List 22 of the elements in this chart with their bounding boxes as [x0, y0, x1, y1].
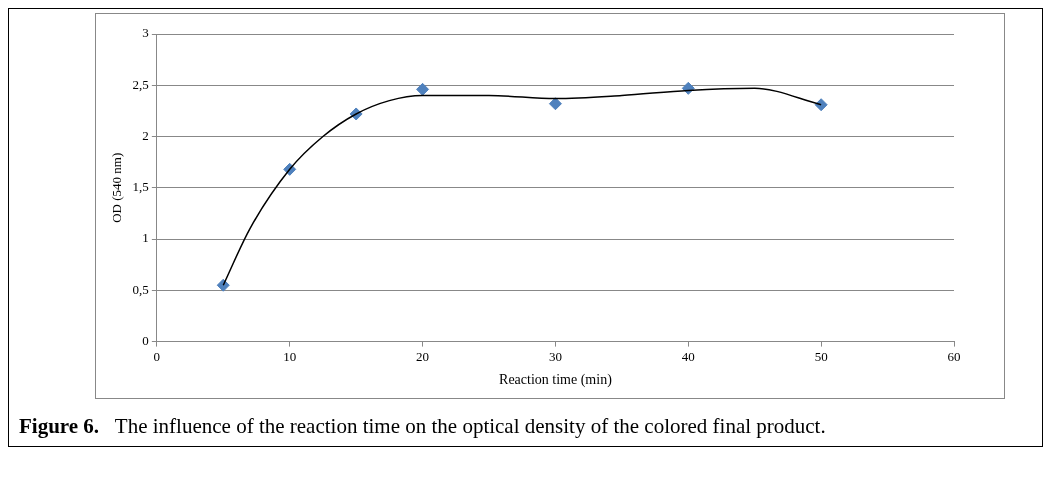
- y-tick-label: 2,5: [132, 76, 149, 92]
- x-tick-label: 10: [283, 348, 297, 364]
- point: [548, 97, 562, 111]
- text: The influence of the reaction time on the optical density of the colored final product.: [114, 414, 826, 438]
- y-tick-label: 1,5: [132, 179, 149, 195]
- y-tick-label: 0: [142, 333, 149, 349]
- x-tick-label: 20: [416, 348, 430, 364]
- point: [814, 98, 828, 112]
- point: [216, 278, 230, 292]
- y-tick-label: 1: [142, 230, 149, 246]
- x-tick-label: 30: [548, 348, 562, 364]
- y-tick-label: 0,5: [132, 281, 149, 297]
- x-tick-label: 60: [947, 348, 961, 364]
- x-tick-label: 50: [814, 348, 828, 364]
- x-axis-title: Reaction time (min): [499, 372, 613, 389]
- caption: Figure 6.: [19, 414, 101, 438]
- x-tick-label: 0: [153, 348, 161, 364]
- y-tick-label: 3: [142, 25, 149, 41]
- y-axis-title: OD (540 nm): [109, 152, 125, 223]
- y-tick-label: 2: [142, 127, 149, 143]
- point: [416, 82, 430, 96]
- x-tick-label: 40: [681, 348, 695, 364]
